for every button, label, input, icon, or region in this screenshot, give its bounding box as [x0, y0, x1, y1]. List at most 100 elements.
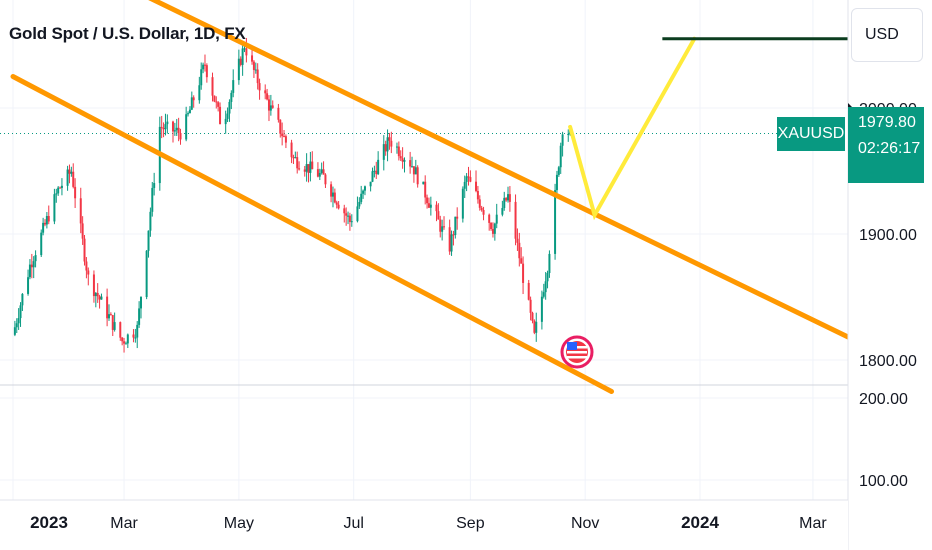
candle-body [28, 264, 31, 278]
candle-body [557, 167, 560, 175]
candle-body [132, 334, 135, 338]
time-tick-label: Mar [799, 515, 827, 532]
candle-body [269, 105, 272, 111]
candle-body [382, 144, 385, 160]
candle-body [439, 219, 442, 232]
candle-body [166, 121, 169, 125]
candle-body [226, 113, 229, 119]
candle-body [561, 134, 564, 146]
candle-body [478, 199, 481, 208]
candle-body [123, 341, 126, 344]
candle-body [324, 174, 327, 185]
indicator-tick-label: 100.00 [859, 473, 908, 490]
candle-body [68, 169, 71, 174]
candle-body [164, 124, 167, 130]
candle-body [70, 171, 73, 174]
candle-body [162, 128, 165, 130]
candle-body [369, 181, 372, 187]
candle-body [96, 292, 99, 297]
candle-body [395, 146, 398, 148]
candle-body [540, 296, 543, 322]
candle-body [43, 222, 46, 225]
candle-body [373, 170, 376, 172]
candle-body [347, 215, 350, 217]
candle-body [138, 308, 141, 325]
candle-body [213, 95, 216, 102]
candle-body [424, 181, 427, 198]
candle-body [516, 238, 519, 243]
candle-body [279, 119, 282, 134]
candle-body [386, 137, 389, 152]
candle-body [136, 324, 139, 338]
candle-body [330, 184, 333, 197]
candle-body [171, 121, 174, 132]
candle-body [356, 206, 359, 222]
candle-body [343, 208, 346, 214]
candle-body [211, 77, 214, 96]
candle-body [267, 99, 270, 111]
candle-body [113, 322, 116, 330]
candle-body [491, 228, 494, 234]
candle-body [518, 242, 521, 259]
candle-body [309, 161, 312, 173]
candle-body [87, 270, 90, 275]
candle-body [505, 197, 508, 201]
candle-body [190, 97, 193, 110]
candle-body [298, 168, 301, 170]
candle-body [215, 101, 218, 103]
candle-body [45, 216, 48, 225]
candle-body [514, 201, 517, 239]
candle-body [177, 127, 180, 133]
candle-body [345, 213, 348, 216]
candle-body [203, 64, 206, 66]
candle-body [283, 136, 286, 138]
candle-body [414, 167, 417, 175]
symbol-title[interactable]: Gold Spot / U.S. Dollar, 1D, FX [9, 24, 246, 43]
currency-button[interactable]: USD [851, 8, 923, 62]
candle-body [109, 314, 112, 316]
time-tick-label: 2023 [30, 513, 68, 532]
candle-body [290, 142, 293, 158]
candle-body [322, 169, 325, 175]
candle-body [241, 48, 244, 65]
bar-countdown: 02:26:17 [858, 140, 921, 157]
candle-body [371, 171, 374, 182]
candle-body [456, 216, 459, 219]
candle-body [200, 69, 203, 86]
candle-body [397, 146, 400, 157]
candle-body [522, 263, 525, 283]
candle-body [119, 322, 122, 338]
time-axis: 2023 Mar May Jul Sep Nov 2024 Mar [30, 513, 827, 532]
candle-body [503, 197, 506, 208]
candle-body [358, 201, 361, 207]
candle-body [554, 190, 557, 254]
candle-body [258, 83, 261, 91]
candle-body [316, 169, 319, 177]
candle-body [277, 107, 280, 120]
us-flag-event-icon[interactable] [560, 335, 594, 369]
candle-body [239, 58, 242, 65]
candle-body [53, 194, 56, 222]
candle-body [57, 187, 60, 194]
candle-body [362, 190, 365, 194]
candle-body [296, 157, 299, 169]
candle-body [305, 164, 308, 172]
candle-body [81, 223, 84, 239]
projection-path [568, 36, 697, 221]
candle-body [546, 273, 549, 282]
candle-body [493, 223, 496, 234]
candle-body [17, 318, 20, 324]
candle-body [60, 185, 63, 188]
candle-body [488, 214, 491, 223]
candle-body [435, 204, 438, 212]
candle-body [134, 337, 137, 339]
candle-body [443, 226, 446, 228]
candle-body [151, 187, 154, 212]
candle-body [508, 194, 511, 202]
candle-body [559, 145, 562, 168]
candle-body [320, 169, 323, 173]
candle-body [266, 93, 269, 100]
candle-body [100, 296, 103, 300]
candle-body [427, 203, 430, 208]
